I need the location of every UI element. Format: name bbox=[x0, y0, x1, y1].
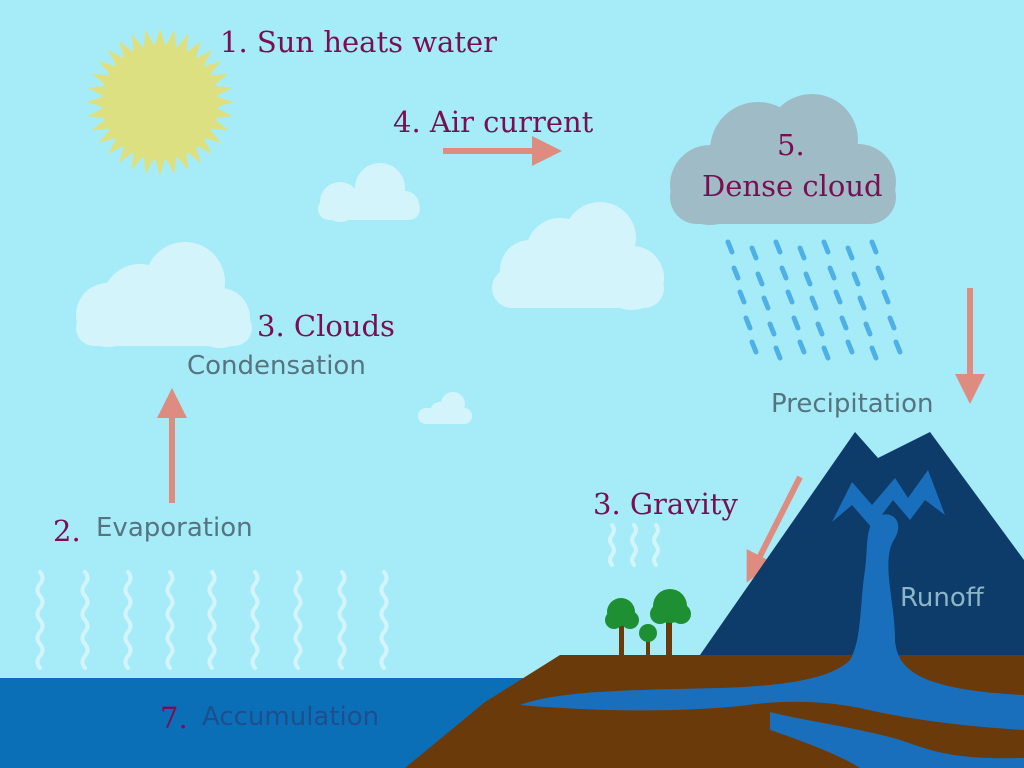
cloud-icon bbox=[492, 202, 664, 310]
raindrop bbox=[893, 339, 903, 355]
raindrop bbox=[749, 339, 759, 355]
raindrop bbox=[845, 339, 855, 355]
raindrop bbox=[821, 239, 831, 255]
tree-icon bbox=[605, 598, 639, 655]
vapor-line bbox=[80, 570, 90, 670]
vapor-line bbox=[608, 523, 616, 567]
raindrop bbox=[833, 289, 843, 305]
dense-cloud-label: Dense cloud bbox=[702, 169, 883, 203]
vapor-line bbox=[123, 570, 133, 670]
raindrop bbox=[851, 271, 861, 287]
raindrop bbox=[857, 295, 867, 311]
raindrop bbox=[761, 295, 771, 311]
cloud-icon bbox=[670, 94, 896, 225]
raindrop bbox=[845, 245, 855, 261]
cloud-icon bbox=[76, 242, 252, 348]
accumulation-number: 7. bbox=[160, 701, 188, 735]
river bbox=[520, 514, 1024, 768]
clouds-label: 3. Clouds bbox=[257, 309, 395, 343]
dense-cloud-number: 5. bbox=[777, 128, 805, 162]
vapor-line bbox=[35, 570, 45, 670]
accumulation-label: Accumulation bbox=[202, 702, 380, 732]
vapor-line bbox=[630, 523, 638, 567]
vapor-line bbox=[379, 570, 389, 670]
raindrop bbox=[815, 321, 825, 337]
raindrop bbox=[725, 239, 735, 255]
vapor-line bbox=[652, 523, 660, 567]
precipitation-label: Precipitation bbox=[771, 389, 934, 419]
arrow-icon bbox=[157, 136, 985, 583]
raindrop bbox=[785, 289, 795, 305]
rain-icon bbox=[725, 239, 903, 361]
raindrop bbox=[737, 289, 747, 305]
raindrop bbox=[749, 245, 759, 261]
evaporation-number: 2. bbox=[53, 514, 81, 548]
evaporation-label: Evaporation bbox=[96, 513, 253, 543]
mountain-icon bbox=[700, 432, 1024, 700]
air-current-label: 4. Air current bbox=[393, 105, 594, 139]
raindrop bbox=[809, 295, 819, 311]
gravity-label: 3. Gravity bbox=[593, 487, 738, 521]
vapor-line bbox=[337, 570, 347, 670]
vapor-line bbox=[165, 570, 175, 670]
cloud-icon bbox=[318, 163, 420, 222]
cloud-icon bbox=[418, 392, 472, 424]
raindrop bbox=[875, 265, 885, 281]
raindrop bbox=[773, 345, 783, 361]
raindrop bbox=[827, 265, 837, 281]
raindrop bbox=[791, 315, 801, 331]
raindrop bbox=[869, 345, 879, 361]
raindrop bbox=[743, 315, 753, 331]
vapor-line bbox=[293, 570, 303, 670]
raindrop bbox=[887, 315, 897, 331]
raindrop bbox=[863, 321, 873, 337]
raindrop bbox=[755, 271, 765, 287]
raindrop bbox=[779, 265, 789, 281]
raindrop bbox=[869, 239, 879, 255]
sun-label: 1. Sun heats water bbox=[220, 25, 498, 59]
tree-icon bbox=[639, 624, 657, 655]
raindrop bbox=[839, 315, 849, 331]
vapor-line bbox=[207, 570, 217, 670]
raindrop bbox=[731, 265, 741, 281]
raindrop bbox=[803, 271, 813, 287]
raindrop bbox=[773, 239, 783, 255]
raindrop bbox=[881, 289, 891, 305]
raindrop bbox=[821, 345, 831, 361]
raindrop bbox=[767, 321, 777, 337]
raindrop bbox=[797, 245, 807, 261]
sun-icon bbox=[86, 28, 234, 176]
condensation-label: Condensation bbox=[187, 351, 366, 381]
runoff-label: Runoff bbox=[900, 583, 984, 613]
raindrop bbox=[797, 339, 807, 355]
vapor-icon bbox=[35, 523, 660, 670]
tree-icon bbox=[650, 589, 691, 655]
vapor-line bbox=[250, 570, 260, 670]
